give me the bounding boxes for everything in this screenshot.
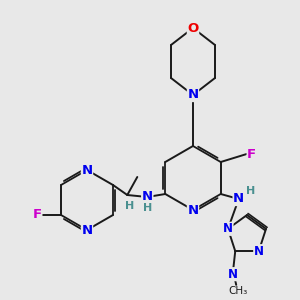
Text: N: N	[142, 190, 153, 203]
Text: N: N	[81, 164, 93, 176]
Text: N: N	[81, 224, 93, 236]
Text: F: F	[247, 148, 256, 160]
Text: N: N	[223, 222, 233, 235]
Text: F: F	[32, 208, 42, 221]
Text: N: N	[228, 268, 238, 281]
Text: N: N	[254, 245, 264, 258]
Text: H: H	[246, 186, 255, 196]
Text: H: H	[125, 201, 134, 211]
Text: CH₃: CH₃	[229, 286, 248, 296]
Text: N: N	[188, 203, 199, 217]
Text: H: H	[143, 203, 152, 213]
Text: N: N	[188, 88, 199, 101]
Text: N: N	[233, 193, 244, 206]
Text: O: O	[188, 22, 199, 34]
